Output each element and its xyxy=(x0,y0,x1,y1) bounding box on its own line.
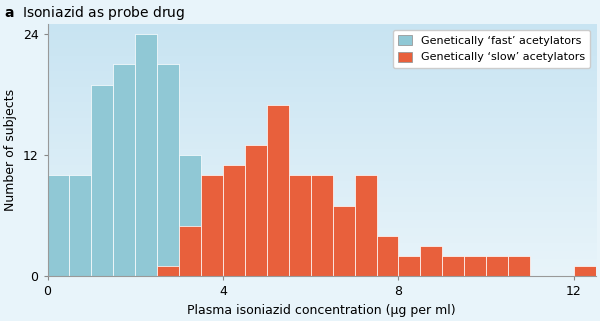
Bar xyxy=(135,34,157,276)
Bar xyxy=(157,266,179,276)
Bar xyxy=(157,65,179,276)
Legend: Genetically ‘fast’ acetylators, Genetically ‘slow’ acetylators: Genetically ‘fast’ acetylators, Genetica… xyxy=(393,30,590,68)
Bar xyxy=(355,175,377,276)
Bar xyxy=(421,246,442,276)
Bar xyxy=(91,85,113,276)
Bar xyxy=(398,256,421,276)
Bar xyxy=(289,175,311,276)
Bar xyxy=(201,175,223,276)
X-axis label: Plasma isoniazid concentration (μg per ml): Plasma isoniazid concentration (μg per m… xyxy=(187,304,456,317)
Bar xyxy=(508,256,530,276)
Bar xyxy=(574,266,596,276)
Bar xyxy=(377,236,398,276)
Bar xyxy=(70,175,91,276)
Bar xyxy=(245,145,267,276)
Bar xyxy=(223,206,245,276)
Bar xyxy=(267,105,289,276)
Bar xyxy=(201,195,223,276)
Bar xyxy=(113,65,135,276)
Bar xyxy=(267,266,289,276)
Bar xyxy=(464,256,486,276)
Bar xyxy=(179,226,201,276)
Bar xyxy=(223,165,245,276)
Bar xyxy=(179,155,201,276)
Text: $\mathbf{a}$  Isoniazid as probe drug: $\mathbf{a}$ Isoniazid as probe drug xyxy=(4,4,185,22)
Bar xyxy=(311,175,332,276)
Bar xyxy=(47,175,70,276)
Bar xyxy=(486,256,508,276)
Bar xyxy=(442,256,464,276)
Bar xyxy=(245,236,267,276)
Y-axis label: Number of subjects: Number of subjects xyxy=(4,89,17,211)
Bar xyxy=(332,206,355,276)
